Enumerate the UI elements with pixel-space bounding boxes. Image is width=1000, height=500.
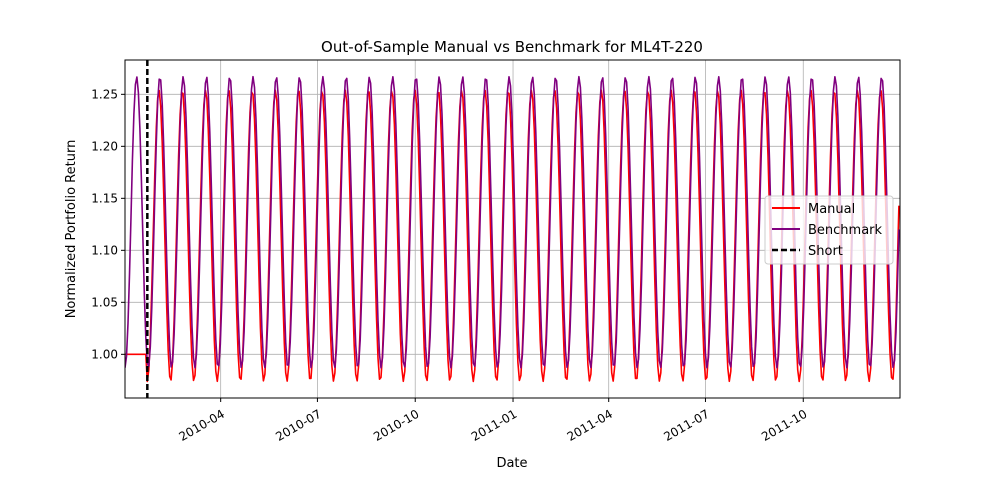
y-tick-label: 1.00 <box>91 347 118 361</box>
chart-title: Out-of-Sample Manual vs Benchmark for ML… <box>321 38 703 56</box>
y-axis: 1.00 1.05 1.10 1.15 1.20 1.25 <box>91 87 125 361</box>
legend-box <box>764 195 894 265</box>
y-tick-label: 1.05 <box>91 295 118 309</box>
x-axis: 2010-04 2010-07 2010-10 2011-01 2011-04 2011-… <box>177 398 810 444</box>
series-line-benchmark <box>125 75 900 369</box>
y-tick-label: 1.25 <box>91 87 118 101</box>
y-tick-label: 1.15 <box>91 191 118 205</box>
x-tick-label: 2011-04 <box>565 407 615 444</box>
plot-frame <box>124 59 901 399</box>
legend-benchmark-label: Benchmark <box>808 223 883 238</box>
y-tick-label: 1.20 <box>91 139 118 153</box>
x-axis-title: Date <box>496 456 527 471</box>
legend-manual-label: Manual <box>808 202 855 217</box>
x-tick-label: 2011-07 <box>661 407 711 444</box>
x-tick-label: 2010-07 <box>273 407 323 444</box>
y-axis-title: Normalized Portfolio Return <box>64 140 79 319</box>
x-tick-label: 2010-10 <box>371 407 421 444</box>
x-tick-label: 2011-01 <box>469 407 519 444</box>
y-tick-label: 1.10 <box>91 243 118 257</box>
legend-short-label: Short <box>808 244 843 259</box>
x-tick-label: 2011-10 <box>759 407 809 444</box>
x-tick-label: 2010-04 <box>177 407 227 444</box>
legend: Manual Benchmark Short <box>764 195 894 265</box>
